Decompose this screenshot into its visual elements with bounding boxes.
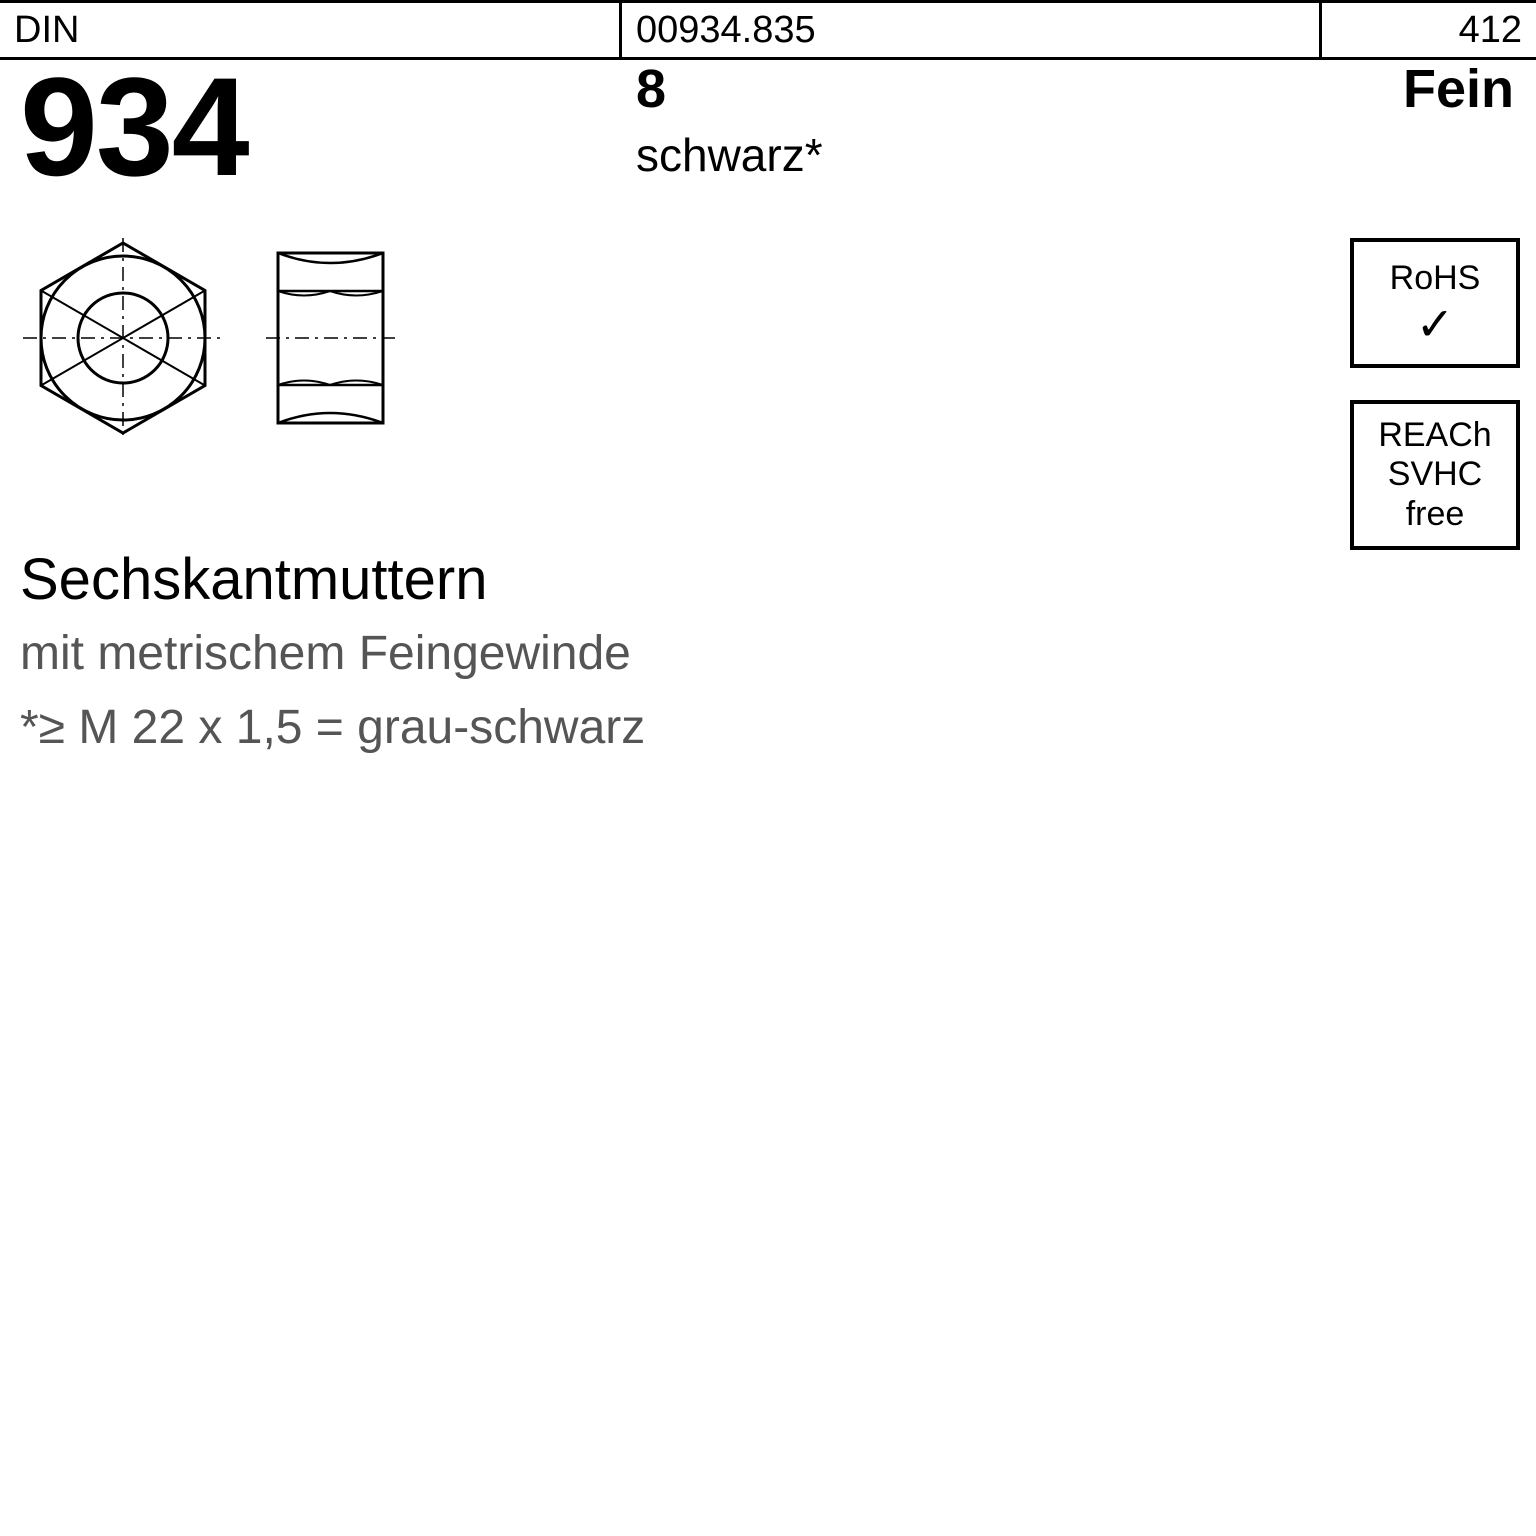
reach-badge: REACh SVHC free xyxy=(1350,400,1520,550)
finish-label: schwarz* xyxy=(636,128,823,182)
reach-line-2: SVHC xyxy=(1388,455,1482,494)
hex-nut-drawing xyxy=(18,228,418,453)
product-note: *≥ M 22 x 1,5 = grau-schwarz xyxy=(20,700,645,755)
rohs-label: RoHS xyxy=(1390,259,1481,298)
check-icon: ✓ xyxy=(1416,301,1455,347)
nut-svg xyxy=(18,228,418,448)
header-cell-page: 412 xyxy=(1322,3,1536,57)
datasheet-page: DIN 00934.835 412 934 8 schwarz* Fein xyxy=(0,0,1536,1536)
product-subtitle: mit metrischem Feingewinde xyxy=(20,626,631,681)
thread-type: Fein xyxy=(1403,58,1514,120)
header-cell-code: 00934.835 xyxy=(622,3,1322,57)
reach-line-1: REACh xyxy=(1378,416,1491,455)
din-number: 934 xyxy=(20,46,248,208)
product-title: Sechskantmuttern xyxy=(20,546,487,613)
rohs-badge: RoHS ✓ xyxy=(1350,238,1520,368)
reach-line-3: free xyxy=(1406,495,1465,534)
property-class: 8 xyxy=(636,58,666,120)
